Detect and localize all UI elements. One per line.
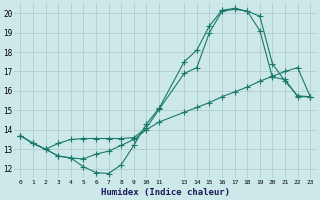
X-axis label: Humidex (Indice chaleur): Humidex (Indice chaleur) xyxy=(101,188,230,197)
